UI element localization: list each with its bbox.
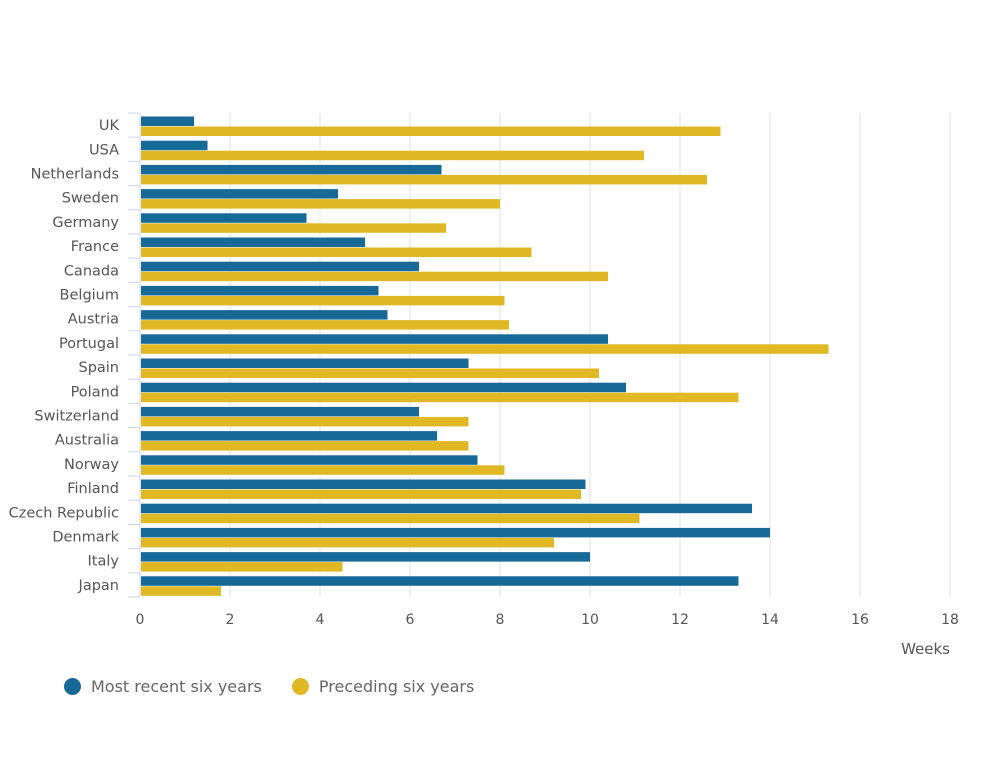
bar-preceding: [141, 199, 500, 209]
bar-recent: [141, 406, 419, 417]
x-tick-label: 6: [406, 612, 415, 628]
x-axis-title: Weeks: [901, 640, 950, 658]
y-tick-label: Finland: [67, 481, 119, 497]
bar-recent: [141, 455, 478, 465]
bar-recent: [141, 116, 194, 126]
y-tick-label: Poland: [71, 384, 119, 400]
y-tick-label: Netherlands: [31, 167, 119, 183]
y-tick-label: USA: [89, 142, 119, 158]
x-tick-label: 16: [851, 612, 869, 628]
x-tick-label: 8: [496, 612, 505, 628]
legend-label-preceding: Preceding six years: [318, 677, 475, 696]
bar-recent: [141, 310, 388, 320]
bar-recent: [141, 261, 419, 272]
bar-preceding: [141, 562, 343, 572]
bar-recent: [141, 503, 752, 514]
bar-preceding: [141, 344, 829, 354]
legend-item-recent[interactable]: Most recent six years: [64, 677, 262, 696]
y-tick-label: UK: [99, 118, 120, 134]
bar-preceding: [141, 416, 469, 427]
y-tick-label: Denmark: [52, 530, 119, 546]
bar-preceding: [141, 513, 640, 524]
y-tick-label: Austria: [68, 312, 119, 328]
bar-recent: [141, 576, 739, 586]
bar-recent: [141, 431, 437, 441]
y-tick-label: Czech Republic: [9, 505, 119, 521]
y-tick-label: Canada: [64, 263, 119, 279]
bar-preceding: [141, 247, 532, 257]
y-tick-label: Japan: [78, 578, 119, 594]
y-tick-label: Norway: [64, 457, 119, 473]
bar-preceding: [141, 465, 505, 475]
x-tick-label: 0: [136, 612, 145, 628]
y-tick-label: France: [71, 239, 119, 255]
x-tick-label: 4: [316, 612, 325, 628]
bar-preceding: [141, 441, 469, 451]
y-tick-label: Italy: [88, 554, 120, 570]
bar-recent: [141, 213, 307, 223]
bar-preceding: [141, 320, 509, 330]
y-tick-label: Germany: [52, 215, 119, 231]
bar-recent: [141, 237, 365, 247]
x-tick-label: 2: [226, 612, 235, 628]
bar-recent: [141, 479, 586, 489]
bar-recent: [141, 527, 770, 538]
x-tick-label: 14: [761, 612, 779, 628]
bar-recent: [141, 334, 608, 344]
y-tick-label: Belgium: [60, 288, 119, 304]
bar-preceding: [141, 295, 505, 306]
bar-preceding: [141, 174, 707, 185]
y-tick-label: Switzerland: [34, 409, 119, 425]
bar-recent: [141, 358, 469, 368]
bar-recent: [141, 140, 208, 151]
x-tick-label: 10: [581, 612, 599, 628]
x-tick-label: 12: [671, 612, 689, 628]
bar-recent: [141, 285, 379, 296]
x-tick-label: 18: [941, 612, 959, 628]
bar-preceding: [141, 368, 599, 378]
bar-preceding: [141, 271, 608, 282]
bar-preceding: [141, 489, 581, 499]
bar-preceding: [141, 392, 739, 403]
bar-preceding: [141, 537, 554, 548]
legend: Most recent six years Preceding six year…: [64, 677, 474, 696]
y-tick-label: Sweden: [62, 191, 119, 207]
legend-dot-recent: [64, 678, 81, 695]
bar-recent: [141, 382, 626, 393]
bar-preceding: [141, 126, 721, 136]
y-tick-label: Australia: [55, 433, 119, 449]
legend-item-preceding[interactable]: Preceding six years: [291, 677, 475, 696]
y-tick-label: Spain: [78, 360, 119, 376]
bar-preceding: [141, 223, 446, 233]
bar-recent: [141, 552, 590, 562]
bar-recent: [141, 189, 338, 199]
legend-label-recent: Most recent six years: [91, 677, 262, 696]
bar-preceding: [141, 150, 644, 161]
y-tick-label: Portugal: [59, 336, 119, 352]
legend-dot-preceding: [291, 678, 309, 695]
bar-preceding: [141, 586, 221, 596]
bar-recent: [141, 164, 442, 175]
